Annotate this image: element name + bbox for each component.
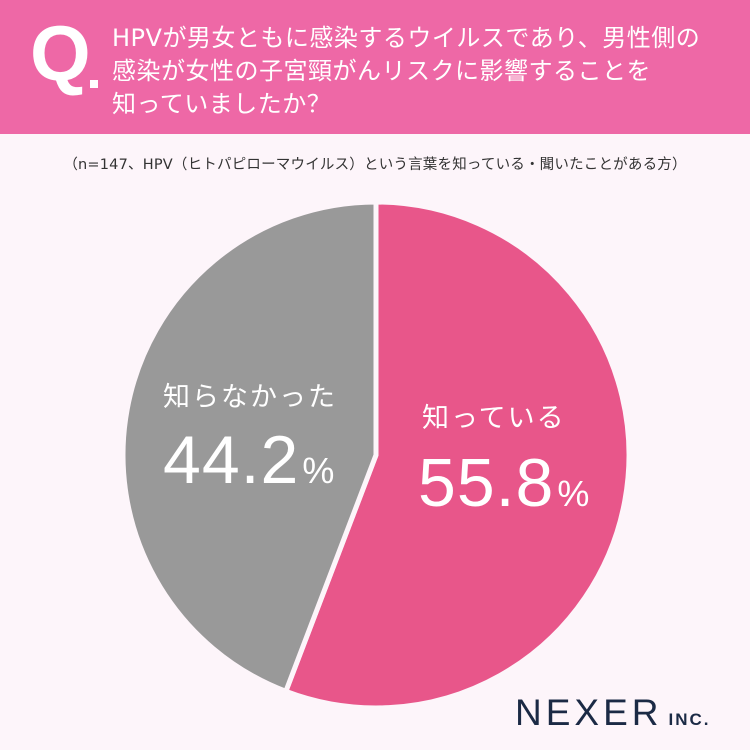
question-line-1: HPVが男女ともに感染するウイルスであり、男性側の [112,24,701,52]
label-no-name: 知らなかった [163,382,337,413]
question-header: Q HPVが男女ともに感染するウイルスであり、男性側の 感染が女性の子宮頸がんリ… [0,0,750,134]
q-dot [90,80,98,88]
logo-main: NEXER [515,692,663,733]
sample-note: （n=147、HPV（ヒトパピローマウイルス）という言葉を知っている・聞いたこと… [63,157,687,173]
slice-label-yes: 知っている 55.8% [418,396,590,517]
question-text: HPVが男女ともに感染するウイルスであり、男性側の 感染が女性の子宮頸がんリスク… [112,22,732,121]
label-no-number: 44.2 [163,422,300,498]
pie-slice-yes [283,199,632,711]
label-yes-value: 55.8% [418,449,590,517]
label-yes-number: 55.8 [418,445,555,521]
q-mark: Q [30,9,91,97]
question-line-2: 感染が女性の子宮頸がんリスクに影響することを [112,57,651,85]
label-yes-name: 知っている [422,403,566,434]
pie-slice-no [120,199,379,694]
nexer-logo: NEXER INC. [515,692,710,734]
slice-label-no: 知らなかった 44.2% [163,375,337,494]
label-yes-percent: % [557,473,591,514]
label-no-percent: % [302,450,336,491]
logo-suffix: INC. [668,710,711,729]
question-line-3: 知っていましたか？ [112,90,332,118]
label-no-value: 44.2% [163,426,337,494]
